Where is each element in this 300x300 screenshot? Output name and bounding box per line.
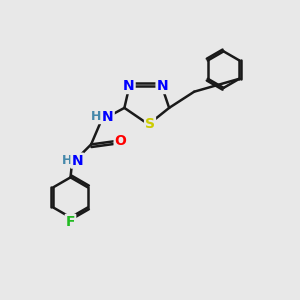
Text: H: H xyxy=(61,154,72,166)
Text: F: F xyxy=(66,215,75,229)
Text: O: O xyxy=(115,134,127,148)
Text: N: N xyxy=(123,79,135,93)
Text: N: N xyxy=(71,154,83,168)
Text: N: N xyxy=(157,79,168,93)
Text: H: H xyxy=(91,110,101,123)
Text: N: N xyxy=(102,110,114,124)
Text: S: S xyxy=(145,117,155,131)
